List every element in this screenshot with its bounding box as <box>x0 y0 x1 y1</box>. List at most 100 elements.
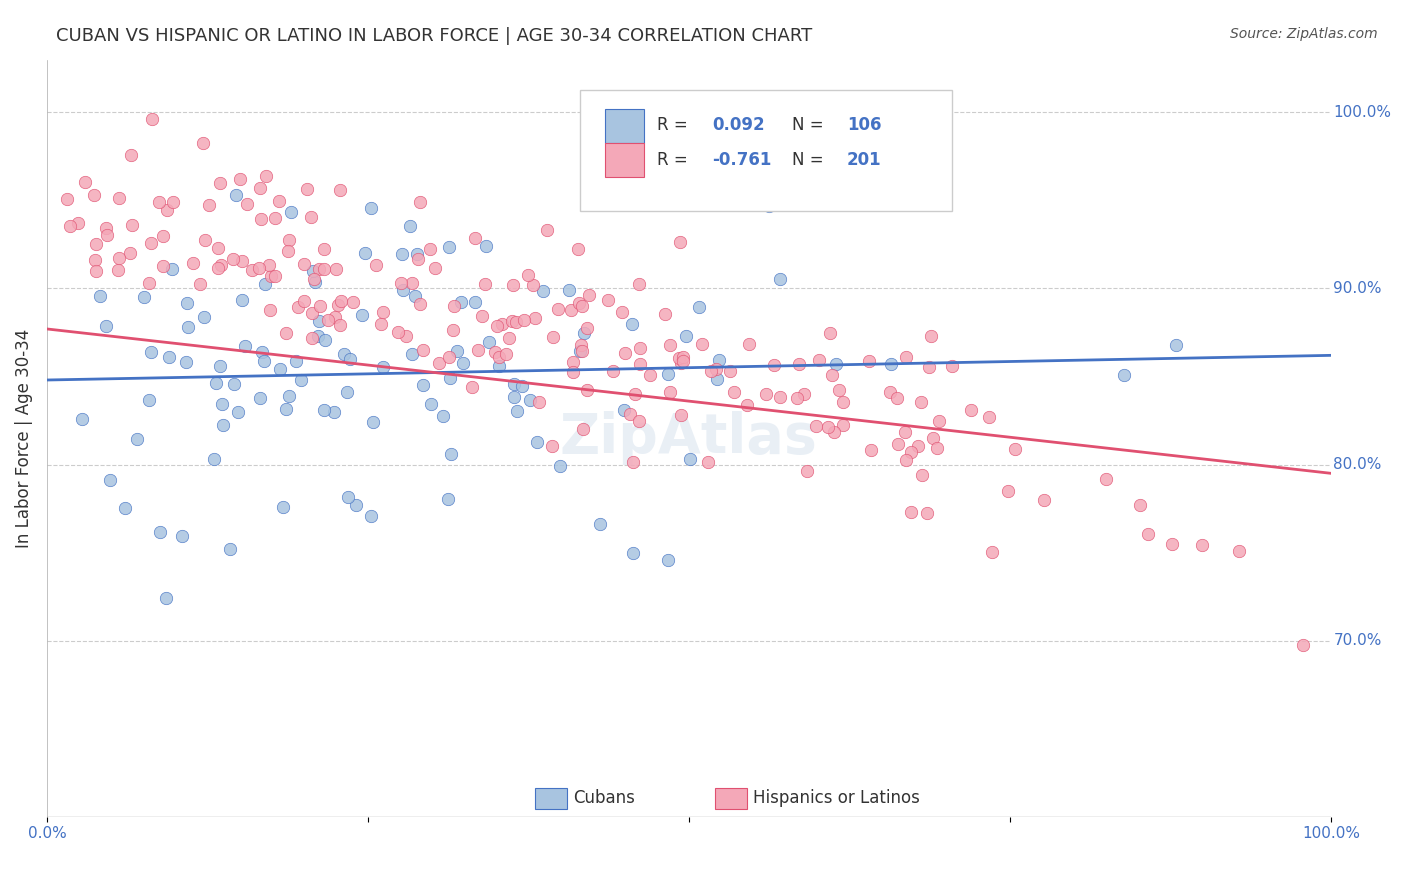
Point <box>531 284 554 298</box>
Point <box>526 435 548 450</box>
Point <box>818 326 841 340</box>
Point <box>910 395 932 409</box>
Point <box>558 283 581 297</box>
Point <box>94 221 117 235</box>
Point <box>638 368 661 383</box>
Point <box>893 425 915 439</box>
Point <box>250 345 273 359</box>
Point <box>259 302 281 317</box>
Point <box>360 201 382 215</box>
Point <box>152 259 174 273</box>
Point <box>389 277 412 291</box>
Point <box>198 198 221 212</box>
Point <box>269 194 291 208</box>
Point <box>253 277 276 292</box>
Point <box>333 347 356 361</box>
Point <box>769 272 792 286</box>
Point <box>706 371 728 385</box>
Point <box>352 309 374 323</box>
Point <box>960 403 983 417</box>
Point <box>191 136 214 151</box>
Point <box>59 219 82 233</box>
Text: 80.0%: 80.0% <box>1333 457 1382 472</box>
Point <box>312 403 335 417</box>
Point <box>157 350 180 364</box>
Point <box>339 351 361 366</box>
Point <box>598 293 620 307</box>
Point <box>437 492 460 507</box>
Point <box>621 545 644 559</box>
Point <box>671 409 693 423</box>
Point <box>505 315 527 329</box>
Point <box>250 211 273 226</box>
Point <box>108 191 131 205</box>
Point <box>308 261 330 276</box>
Point <box>411 378 433 392</box>
Point <box>440 447 463 461</box>
Point <box>412 343 434 357</box>
Point <box>475 238 498 252</box>
FancyBboxPatch shape <box>579 90 952 211</box>
Point <box>1166 338 1188 352</box>
Point <box>301 330 323 344</box>
Point <box>285 354 308 368</box>
Point <box>314 333 336 347</box>
Point <box>1191 538 1213 552</box>
Text: 0.092: 0.092 <box>711 117 765 135</box>
Point <box>567 242 589 256</box>
Point <box>302 272 325 286</box>
Y-axis label: In Labor Force | Age 30-34: In Labor Force | Age 30-34 <box>15 328 32 548</box>
Point <box>769 390 792 404</box>
Point <box>290 373 312 387</box>
Point <box>194 234 217 248</box>
Point <box>84 263 107 277</box>
Point <box>437 239 460 253</box>
Point <box>467 343 489 357</box>
Point <box>322 405 344 419</box>
Point <box>160 261 183 276</box>
Point <box>536 223 558 237</box>
Point <box>66 216 89 230</box>
Point <box>1292 638 1315 652</box>
Text: CUBAN VS HISPANIC OR LATINO IN LABOR FORCE | AGE 30-34 CORRELATION CHART: CUBAN VS HISPANIC OR LATINO IN LABOR FOR… <box>56 27 813 45</box>
Point <box>118 245 141 260</box>
Point <box>141 112 163 127</box>
Point <box>353 246 375 260</box>
Point <box>1004 442 1026 456</box>
Point <box>485 319 508 334</box>
Point <box>560 302 582 317</box>
Point <box>73 175 96 189</box>
Point <box>344 498 367 512</box>
Text: 100.0%: 100.0% <box>1333 105 1392 120</box>
Point <box>547 301 569 316</box>
Text: 70.0%: 70.0% <box>1333 633 1382 648</box>
Point <box>231 293 253 307</box>
Point <box>464 295 486 310</box>
Text: ZipAtlas: ZipAtlas <box>560 411 818 465</box>
Point <box>419 397 441 411</box>
Point <box>316 313 339 327</box>
Point <box>690 336 713 351</box>
Point <box>827 383 849 397</box>
Point <box>370 317 392 331</box>
Point <box>259 268 281 283</box>
Point <box>254 169 277 184</box>
Point <box>922 431 945 445</box>
Point <box>503 376 526 391</box>
Point <box>330 294 353 309</box>
Point <box>519 393 541 408</box>
Point <box>419 242 441 256</box>
Point <box>718 364 741 378</box>
Point <box>550 458 572 473</box>
Point <box>309 299 332 313</box>
Point <box>427 356 450 370</box>
Point <box>439 371 461 385</box>
Point <box>700 364 723 378</box>
Point <box>659 338 682 352</box>
Point <box>675 329 697 343</box>
Point <box>672 350 695 364</box>
Point <box>461 380 484 394</box>
Point <box>188 277 211 291</box>
Point <box>391 247 413 261</box>
Point <box>207 260 229 275</box>
